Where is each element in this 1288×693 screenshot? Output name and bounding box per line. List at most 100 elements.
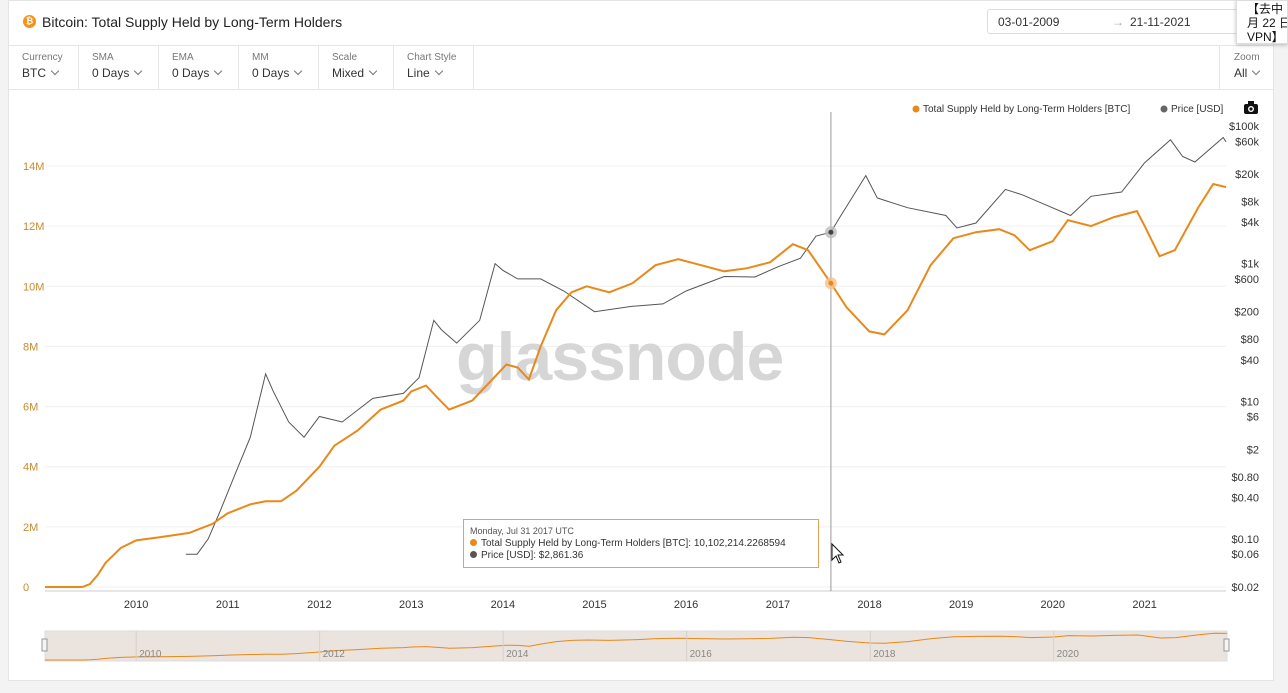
right-tick-label: $8k xyxy=(1241,196,1259,208)
navigator-tick-label: 2012 xyxy=(323,649,346,660)
navigator-tick-label: 2010 xyxy=(139,649,162,660)
scale-value[interactable]: Mixed xyxy=(332,66,378,80)
popup-line: VPN】 xyxy=(1247,30,1284,44)
tooltip-price-label: Price [USD]: xyxy=(481,550,537,561)
currency-select[interactable]: Currency BTC xyxy=(9,45,79,89)
navigator-left-handle[interactable] xyxy=(41,638,48,652)
chart-legend[interactable]: Total Supply Held by Long-Term Holders [… xyxy=(912,104,1224,115)
legend-lth-label[interactable]: Total Supply Held by Long-Term Holders [… xyxy=(923,104,1131,115)
watermark: glassnode xyxy=(456,319,783,395)
tooltip-date: Monday, Jul 31 2017 UTC xyxy=(470,526,574,536)
x-tick-label: 2011 xyxy=(216,599,240,611)
mouse-cursor-icon xyxy=(831,542,845,564)
camera-icon[interactable] xyxy=(1244,101,1258,114)
price-series-line xyxy=(185,136,1227,555)
x-tick-label: 2014 xyxy=(491,599,515,611)
right-tick-label: $1k xyxy=(1241,259,1259,271)
right-tick-label: $60k xyxy=(1235,136,1259,148)
right-tick-label: $10 xyxy=(1241,396,1259,408)
navigator-right-handle[interactable] xyxy=(1223,638,1230,652)
mm-select[interactable]: MM 0 Days xyxy=(239,45,319,89)
right-tick-label: $0.02 xyxy=(1231,582,1259,594)
left-tick-label: 8M xyxy=(23,341,38,353)
chart-style-value[interactable]: Line xyxy=(407,66,443,80)
tooltip-price-value: $2,861.36 xyxy=(538,550,584,561)
date-from[interactable]: 03-01-2009 xyxy=(998,15,1060,29)
navigator-tick-label: 2014 xyxy=(506,649,529,660)
right-tick-label: $6 xyxy=(1247,412,1259,424)
navigator-tick-label: 2020 xyxy=(1057,649,1080,660)
sma-select[interactable]: SMA 0 Days xyxy=(79,45,159,89)
left-tick-label: 10M xyxy=(23,281,44,293)
right-tick-label: $40 xyxy=(1241,355,1259,367)
scale-select[interactable]: Scale Mixed xyxy=(319,45,394,89)
mm-label: MM xyxy=(252,52,269,63)
right-tick-label: $20k xyxy=(1235,169,1259,181)
ema-label: EMA xyxy=(172,52,194,63)
right-tick-label: $200 xyxy=(1235,307,1259,319)
right-tick-label: $0.80 xyxy=(1231,472,1259,484)
tooltip-lth-dot xyxy=(470,539,477,546)
zoom-label: Zoom xyxy=(1234,52,1260,63)
popup-line: 月 22 日 xyxy=(1247,16,1288,30)
sma-value[interactable]: 0 Days xyxy=(92,66,143,80)
x-tick-label: 2012 xyxy=(307,599,331,611)
chart-tooltip: Monday, Jul 31 2017 UTC Total Supply Hel… xyxy=(463,519,819,568)
tooltip-lth-value: 10,102,214.2268594 xyxy=(693,538,786,549)
left-tick-label: 6M xyxy=(23,402,38,414)
navigator-axis: 2010 2012 2014 2016 2018 2020 xyxy=(135,631,1080,661)
zoom-select[interactable]: Zoom All xyxy=(1219,45,1276,89)
x-tick-label: 2021 xyxy=(1132,599,1156,611)
navigator-tick-label: 2018 xyxy=(873,649,896,660)
left-tick-label: 12M xyxy=(23,221,44,233)
right-tick-label: $0.10 xyxy=(1231,534,1259,546)
date-range-picker[interactable]: 03-01-2009 → 21-11-2021 xyxy=(987,9,1257,34)
left-tick-label: 2M xyxy=(23,522,38,534)
legend-price-swatch xyxy=(1160,105,1168,113)
legend-price-label[interactable]: Price [USD] xyxy=(1171,104,1223,115)
chart-header: ₿ Bitcoin: Total Supply Held by Long-Ter… xyxy=(9,1,1273,46)
chart-title: Bitcoin: Total Supply Held by Long-Term … xyxy=(42,14,343,30)
legend-lth-swatch xyxy=(912,105,920,113)
chart-controls: Currency BTC SMA 0 Days EMA 0 Days MM 0 … xyxy=(9,45,1273,90)
right-tick-label: $100k xyxy=(1229,121,1259,133)
ema-value[interactable]: 0 Days xyxy=(172,66,223,80)
date-to[interactable]: 21-11-2021 xyxy=(1130,15,1191,29)
x-tick-label: 2016 xyxy=(674,599,698,611)
right-tick-label: $80 xyxy=(1241,334,1259,346)
currency-label: Currency xyxy=(22,52,63,63)
lth-hover-marker-core xyxy=(828,280,834,286)
bitcoin-icon: ₿ xyxy=(23,15,36,28)
right-tick-label: $0.06 xyxy=(1231,549,1259,561)
right-tick-label: $600 xyxy=(1235,274,1259,286)
x-tick-label: 2013 xyxy=(399,599,423,611)
tooltip-lth-row: Total Supply Held by Long-Term Holders [… xyxy=(470,538,786,549)
scale-label: Scale xyxy=(332,52,358,63)
navigator-lth-line xyxy=(45,632,1228,661)
range-navigator[interactable]: 2010 2012 2014 2016 2018 2020 xyxy=(41,630,1230,662)
chart-style-select[interactable]: Chart Style Line xyxy=(394,45,474,89)
arrow-right-icon: → xyxy=(1112,15,1124,29)
zoom-value[interactable]: All xyxy=(1234,66,1261,80)
price-hover-marker-core xyxy=(828,229,834,235)
sma-label: SMA xyxy=(92,52,114,63)
left-tick-label: 4M xyxy=(23,462,38,474)
x-tick-label: 2018 xyxy=(857,599,881,611)
tooltip-price-dot xyxy=(470,551,477,558)
mm-value[interactable]: 0 Days xyxy=(252,66,303,80)
left-axis: 0 2M 4M 6M 8M 10M 12M 14M xyxy=(23,161,44,594)
x-tick-label: 2019 xyxy=(949,599,973,611)
right-axis: $0.02 $0.06 $0.10 $0.40 $0.80 $2 $6 $10 $40 $80 $2… xyxy=(1229,121,1259,594)
x-tick-label: 2010 xyxy=(124,599,148,611)
ema-select[interactable]: EMA 0 Days xyxy=(159,45,239,89)
right-tick-label: $4k xyxy=(1241,217,1259,229)
currency-value[interactable]: BTC xyxy=(22,66,60,80)
x-tick-label: 2015 xyxy=(582,599,606,611)
x-tick-label: 2020 xyxy=(1041,599,1065,611)
left-tick-label: 14M xyxy=(23,161,44,173)
tooltip-lth-label: Total Supply Held by Long-Term Holders [… xyxy=(481,538,692,549)
x-axis: 2010 2011 2012 2013 2014 2015 2016 2017 2018 2019… xyxy=(124,599,1157,611)
left-tick-label: 0 xyxy=(23,582,29,594)
right-tick-label: $0.40 xyxy=(1231,492,1259,504)
